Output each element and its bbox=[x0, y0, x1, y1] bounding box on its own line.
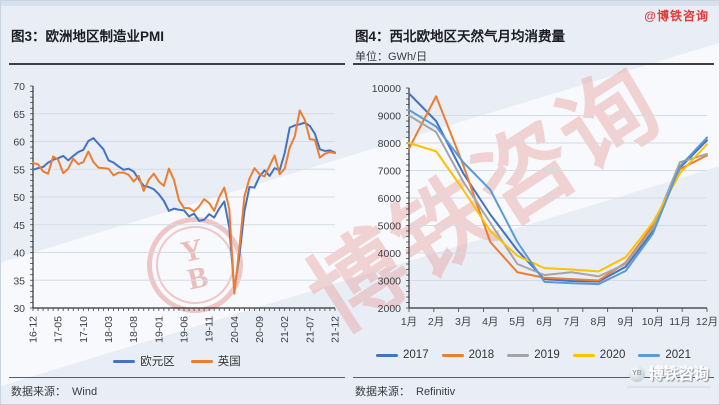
legend-swatch bbox=[441, 353, 464, 357]
right-source-rule bbox=[353, 377, 714, 378]
svg-text:21-07: 21-07 bbox=[304, 316, 316, 343]
svg-text:11月: 11月 bbox=[669, 316, 690, 328]
legend-swatch bbox=[113, 359, 136, 363]
svg-text:20-09: 20-09 bbox=[254, 316, 266, 343]
legend-item-2021: 2021 bbox=[638, 349, 691, 361]
legend-label: 2017 bbox=[403, 349, 429, 361]
right-source: 数据来源： Refinitiv bbox=[355, 383, 455, 399]
left-source-value: Wind bbox=[72, 386, 98, 398]
top-strip bbox=[1, 1, 719, 6]
left-chart-title: 图3：欧洲地区制造业PMI bbox=[11, 29, 165, 44]
legend-label: 欧元区 bbox=[140, 356, 175, 368]
legend-item-英国: 英国 bbox=[190, 353, 241, 369]
svg-text:1月: 1月 bbox=[401, 316, 417, 328]
svg-text:19-06: 19-06 bbox=[179, 316, 191, 343]
svg-text:12月: 12月 bbox=[696, 316, 718, 328]
right-source-value: Refinitiv bbox=[416, 386, 456, 398]
legend-item-2020: 2020 bbox=[572, 349, 626, 361]
svg-text:7月: 7月 bbox=[563, 316, 579, 328]
watermark-handle: @博铁咨询 bbox=[644, 9, 709, 23]
right-chart-legend: 2017 2018 2019 2020 2021 bbox=[353, 349, 714, 361]
left-source-rule bbox=[9, 377, 345, 378]
svg-text:19-01: 19-01 bbox=[153, 316, 165, 343]
right-title-rule bbox=[353, 63, 714, 65]
brand-logo: YB 博铁咨询 bbox=[626, 363, 711, 388]
brand-orb-icon: YB bbox=[628, 365, 645, 382]
legend-item-2017: 2017 bbox=[376, 349, 429, 361]
svg-text:17-05: 17-05 bbox=[53, 316, 65, 343]
legend-item-2019: 2019 bbox=[507, 349, 560, 361]
svg-text:17-10: 17-10 bbox=[78, 316, 90, 343]
svg-text:19-11: 19-11 bbox=[204, 316, 216, 342]
svg-text:10月: 10月 bbox=[642, 316, 664, 328]
svg-text:20-04: 20-04 bbox=[229, 316, 241, 343]
left-chart-legend: 欧元区 英国 bbox=[9, 353, 345, 369]
svg-text:18-08: 18-08 bbox=[128, 316, 140, 343]
svg-text:9000: 9000 bbox=[378, 111, 402, 123]
left-title-rule bbox=[9, 63, 345, 65]
svg-text:6月: 6月 bbox=[536, 316, 552, 328]
svg-text:5月: 5月 bbox=[509, 316, 525, 328]
legend-swatch bbox=[376, 353, 399, 357]
left-source: 数据来源： Wind bbox=[11, 383, 97, 399]
svg-text:35: 35 bbox=[13, 275, 25, 287]
legend-label: 英国 bbox=[217, 356, 241, 368]
svg-text:9月: 9月 bbox=[618, 316, 634, 328]
svg-text:6000: 6000 bbox=[378, 193, 402, 205]
svg-text:5000: 5000 bbox=[378, 221, 402, 233]
svg-text:50: 50 bbox=[13, 192, 25, 204]
svg-text:21-12: 21-12 bbox=[330, 316, 342, 343]
brand-name: 博铁咨询 bbox=[648, 366, 709, 383]
legend-swatch bbox=[190, 359, 213, 363]
svg-text:8月: 8月 bbox=[590, 316, 606, 328]
legend-swatch bbox=[638, 353, 661, 357]
right-source-label: 数据来源： bbox=[355, 386, 410, 398]
svg-text:21-02: 21-02 bbox=[279, 316, 291, 343]
svg-text:70: 70 bbox=[13, 81, 25, 93]
legend-label: 2020 bbox=[599, 349, 626, 361]
legend-item-欧元区: 欧元区 bbox=[113, 353, 175, 369]
svg-text:4月: 4月 bbox=[482, 316, 498, 328]
legend-label: 2021 bbox=[665, 349, 691, 361]
legend-swatch bbox=[572, 353, 595, 357]
svg-text:45: 45 bbox=[13, 220, 25, 232]
svg-text:10000: 10000 bbox=[372, 83, 401, 95]
svg-text:60: 60 bbox=[13, 137, 25, 149]
legend-item-2018: 2018 bbox=[441, 349, 495, 361]
legend-label: 2018 bbox=[468, 349, 495, 361]
legend-label: 2019 bbox=[534, 349, 560, 361]
right-chart-title: 图4：西北欧地区天然气月均消费量 bbox=[355, 29, 566, 44]
left-source-label: 数据来源： bbox=[11, 386, 66, 398]
svg-text:8000: 8000 bbox=[378, 138, 402, 150]
legend-swatch bbox=[507, 353, 530, 357]
svg-text:65: 65 bbox=[13, 109, 25, 121]
svg-text:4000: 4000 bbox=[378, 248, 402, 260]
svg-text:2000: 2000 bbox=[378, 303, 402, 315]
svg-text:2月: 2月 bbox=[428, 316, 444, 328]
right-chart-unit: 单位：GWh/日 bbox=[355, 51, 428, 63]
svg-text:18-03: 18-03 bbox=[103, 316, 115, 343]
svg-text:30: 30 bbox=[13, 303, 25, 315]
svg-text:7000: 7000 bbox=[378, 166, 402, 178]
svg-text:55: 55 bbox=[13, 164, 25, 176]
svg-text:3000: 3000 bbox=[378, 276, 402, 288]
svg-text:3月: 3月 bbox=[455, 316, 471, 328]
svg-text:16-12: 16-12 bbox=[28, 316, 40, 343]
svg-text:40: 40 bbox=[13, 248, 25, 260]
